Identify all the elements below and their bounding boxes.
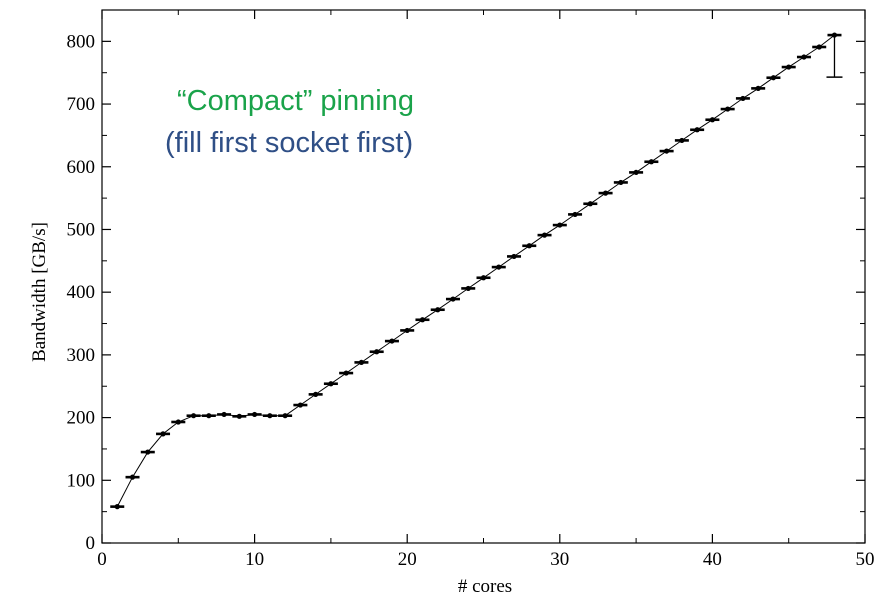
data-point <box>801 54 807 60</box>
data-point <box>328 381 334 387</box>
x-tick-label: 10 <box>245 549 264 570</box>
annotation-fill-first-socket: (fill first socket first) <box>165 127 413 159</box>
data-point <box>480 275 487 281</box>
data-point <box>313 391 319 397</box>
data-point <box>389 338 395 344</box>
data-point <box>145 449 151 455</box>
data-point <box>343 370 349 376</box>
y-tick-label: 200 <box>67 408 96 429</box>
data-point <box>725 106 731 112</box>
data-point <box>206 413 212 419</box>
data-point <box>664 148 670 154</box>
data-point <box>175 419 181 425</box>
data-point <box>648 159 654 165</box>
data-point <box>526 243 532 249</box>
x-tick-label: 50 <box>856 549 875 570</box>
x-tick-label: 20 <box>398 549 417 570</box>
y-tick-label: 600 <box>67 157 96 178</box>
data-point <box>114 504 120 510</box>
data-point <box>816 44 822 50</box>
data-point <box>770 75 777 81</box>
data-point <box>511 253 517 260</box>
data-point <box>160 431 166 437</box>
data-point <box>633 169 639 176</box>
data-point <box>602 190 609 196</box>
data-point <box>740 95 746 102</box>
x-tick-label: 40 <box>703 549 722 570</box>
data-point <box>496 264 502 270</box>
y-tick-label: 0 <box>86 533 96 554</box>
data-point <box>358 359 365 366</box>
x-tick-label: 30 <box>550 549 569 570</box>
data-point <box>129 474 136 480</box>
data-point <box>190 413 197 419</box>
x-axis-label: # cores <box>458 576 512 597</box>
data-point <box>282 413 288 419</box>
data-point <box>694 127 700 133</box>
data-point <box>557 222 563 228</box>
data-point <box>618 179 624 186</box>
data-point <box>404 327 410 334</box>
y-axis-label: Bandwidth [GB/s] <box>29 222 50 362</box>
y-tick-label: 400 <box>67 282 96 303</box>
data-point <box>252 411 258 418</box>
data-point <box>297 402 303 408</box>
data-point <box>572 211 578 218</box>
data-point <box>679 137 685 144</box>
data-point <box>755 85 761 91</box>
data-point <box>267 413 273 419</box>
data-point <box>465 285 471 292</box>
data-point <box>709 117 716 123</box>
y-tick-label: 100 <box>67 470 96 491</box>
data-point <box>450 296 456 302</box>
y-tick-label: 700 <box>67 94 96 115</box>
data-point <box>236 413 242 419</box>
y-tick-label: 300 <box>67 345 96 366</box>
data-point <box>435 307 441 313</box>
annotation-compact-pinning: “Compact” pinning <box>177 85 414 117</box>
x-tick-label: 0 <box>97 549 107 570</box>
data-point <box>221 411 227 418</box>
data-point <box>587 201 593 207</box>
data-point <box>541 232 548 238</box>
y-tick-label: 500 <box>67 219 96 240</box>
data-point <box>786 64 792 70</box>
data-point <box>419 317 426 323</box>
data-point <box>374 349 380 355</box>
y-tick-label: 800 <box>67 31 96 52</box>
